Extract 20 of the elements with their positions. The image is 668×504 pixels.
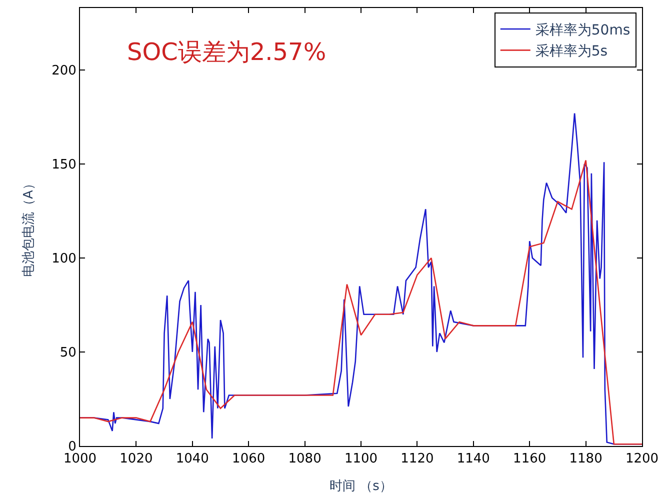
x-axis-title: 时间 （s） [330,479,392,494]
x-tick-label: 1000 [63,452,97,467]
y-tick-label: 50 [60,346,76,361]
annotation: SOC误差为2.57% [127,38,326,66]
x-tick-label: 1020 [120,452,153,467]
y-tick-label: 100 [52,252,76,267]
x-tick-label: 1140 [456,452,490,467]
x-tick-label: 1180 [569,452,602,467]
legend-label: 采样率为50ms [535,22,630,38]
legend-label: 采样率为5s [535,44,608,60]
y-tick-label: 200 [52,64,76,79]
x-tick-label: 1100 [344,452,378,467]
x-tick-label: 1060 [232,452,266,467]
x-tick-label: 1040 [176,452,209,467]
x-tick-label: 1120 [400,452,434,467]
x-tick-label: 1160 [513,452,546,467]
y-tick-label: 150 [52,158,76,173]
x-tick-label: 1200 [625,452,659,467]
y-axis-title: 电池包电流（A） [20,177,37,277]
x-tick-label: 1080 [288,452,322,467]
